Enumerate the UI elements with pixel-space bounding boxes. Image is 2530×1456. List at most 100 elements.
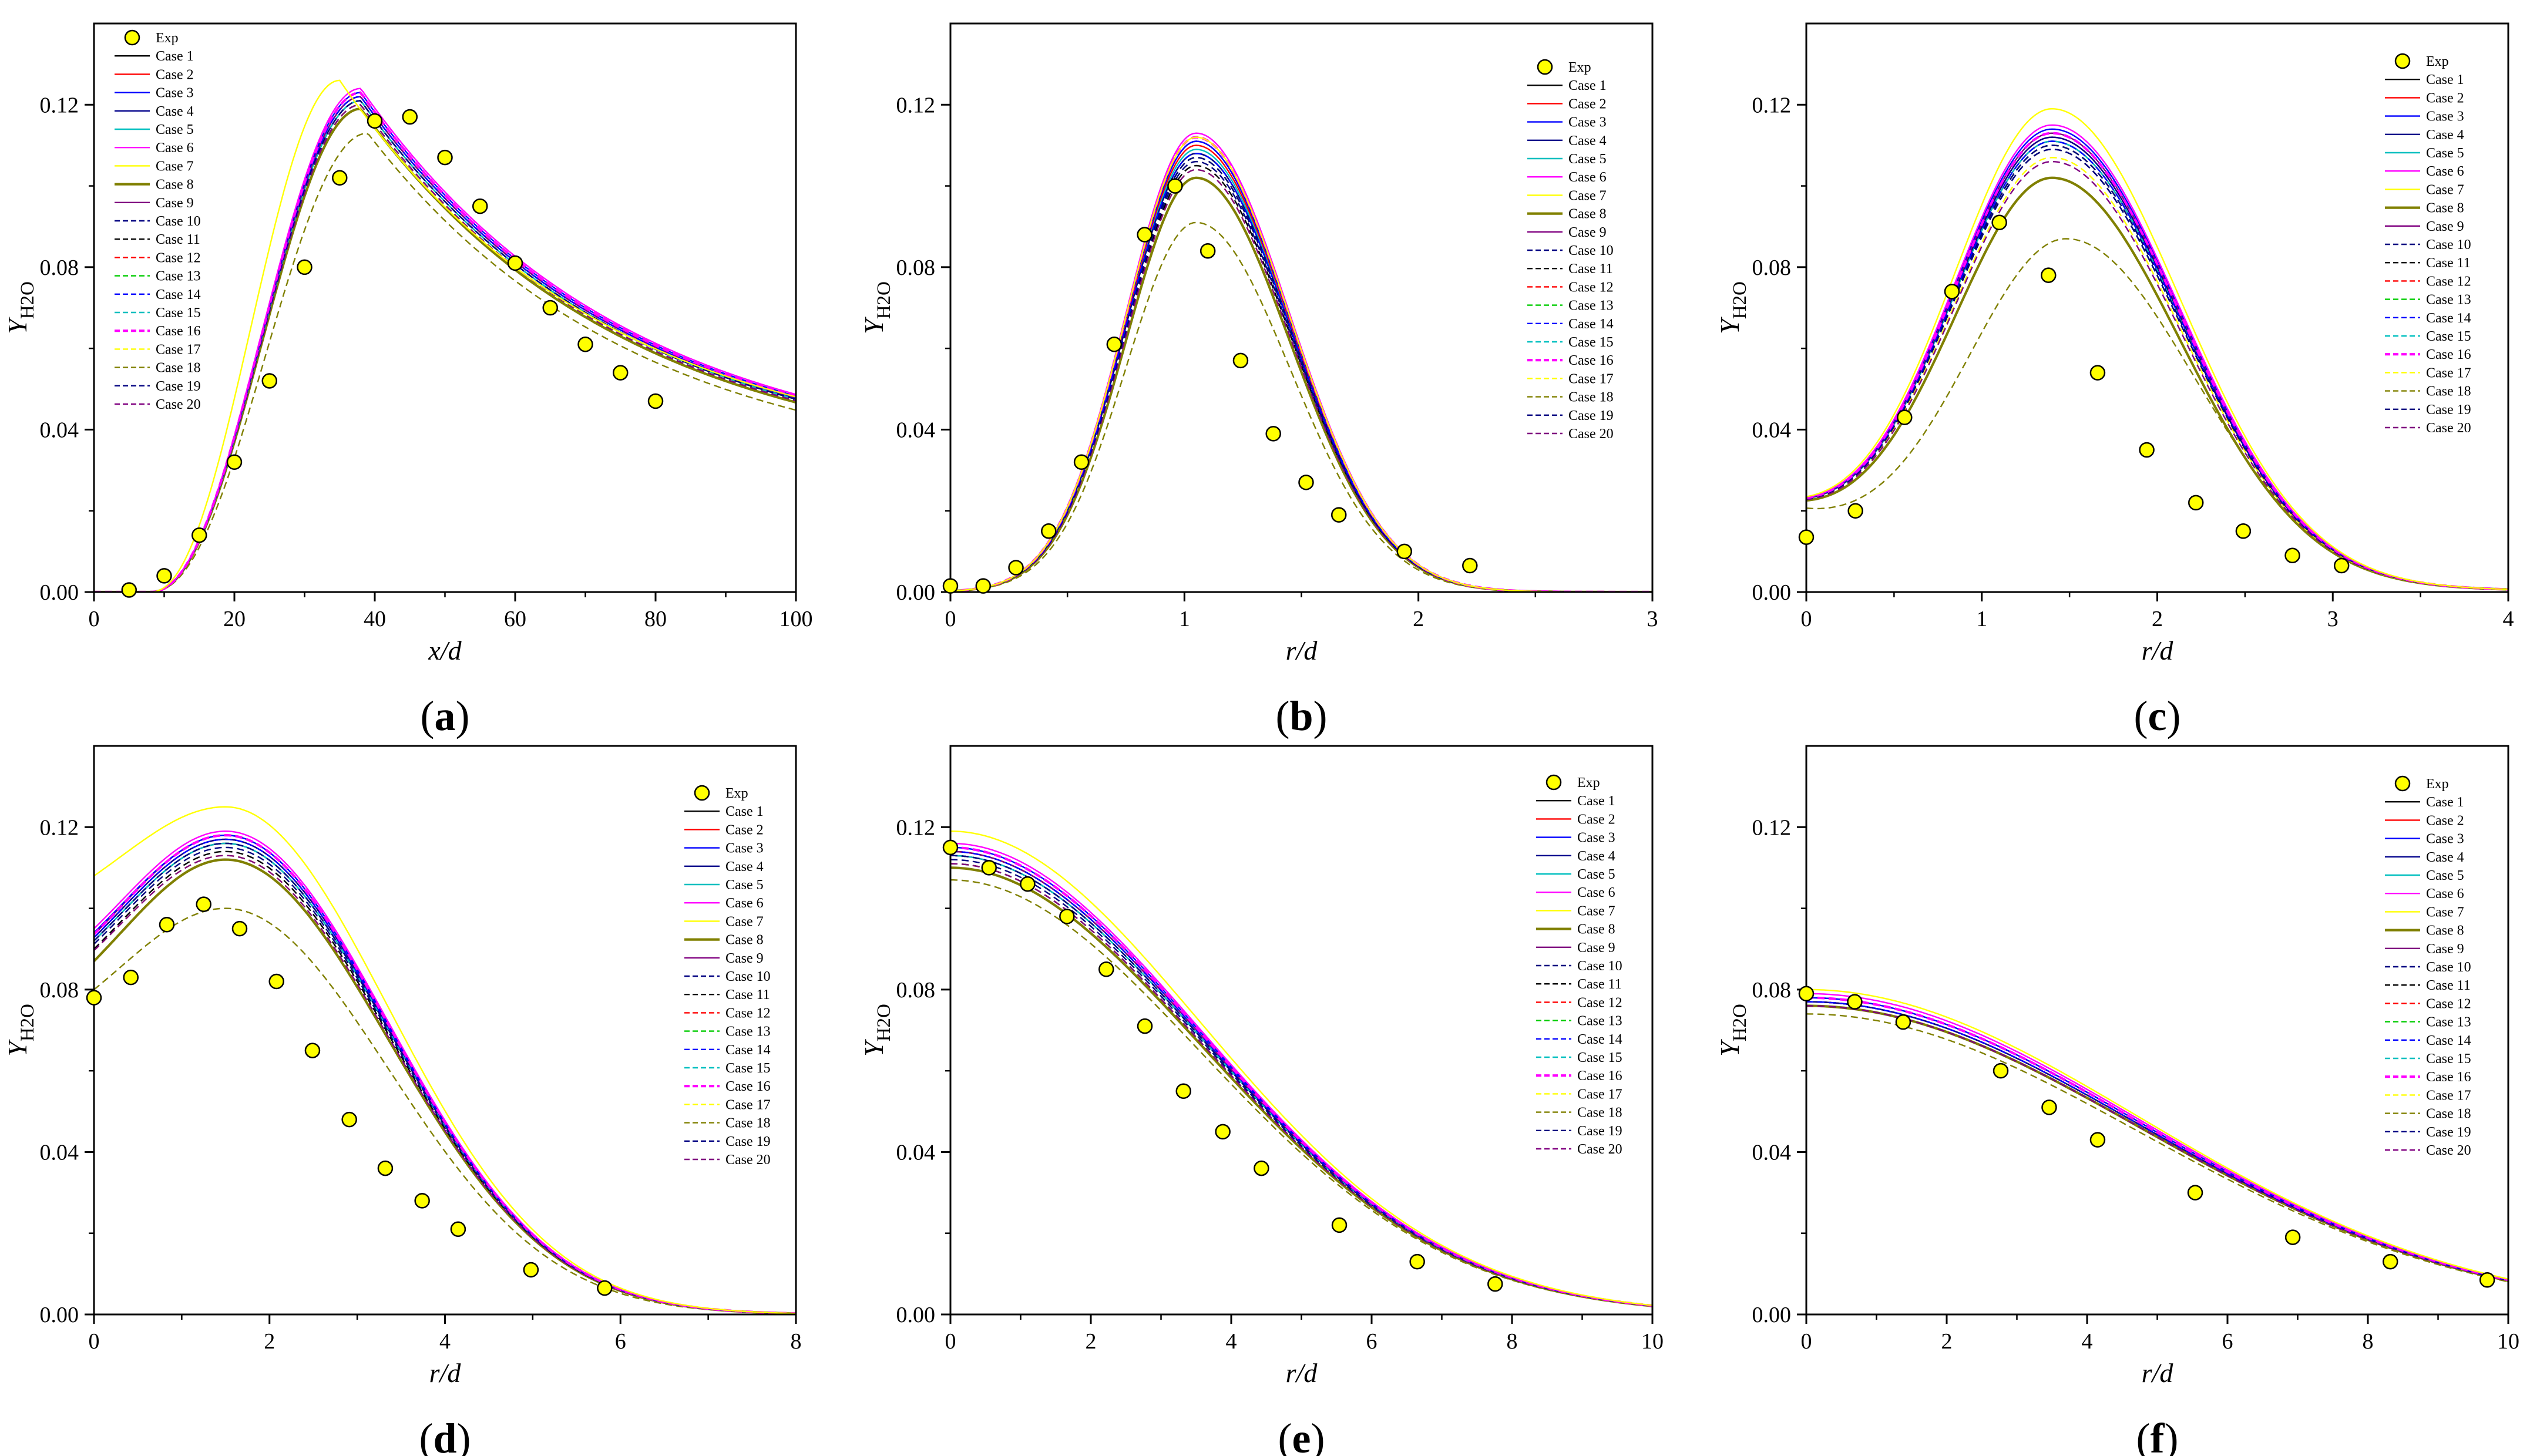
legend-label: Case 4 (725, 859, 764, 875)
y-tick-label: 0.12 (896, 815, 936, 840)
exp-point (1462, 557, 1478, 574)
series-lines (950, 132, 1652, 592)
series-line-case-7 (1806, 988, 2508, 1280)
legend-label: Case 16 (2426, 1070, 2471, 1085)
series-line-case-16 (1806, 132, 2508, 591)
exp-point (1200, 243, 1216, 259)
legend-label: Case 7 (2426, 182, 2464, 197)
y-tick-label: 0.04 (896, 418, 936, 442)
exp-point (226, 454, 243, 470)
legend-label: Case 17 (1568, 371, 1614, 386)
exp-point (1098, 961, 1114, 977)
exp-point (1215, 1124, 1231, 1140)
x-tick-label: 100 (780, 607, 813, 631)
y-tick-label: 0.04 (896, 1140, 936, 1165)
legend: Exp Case 1 Case 2 Case 3 Case 4 Case 5 Case 6 C… (1527, 59, 1614, 442)
legend-label: Case 12 (2426, 274, 2471, 289)
x-tick-label: 0 (1801, 1329, 1812, 1354)
y-tick-label: 0.08 (896, 255, 936, 280)
exp-points (942, 839, 1503, 1292)
legend-label: Exp (2426, 776, 2449, 792)
series-line-case-10 (950, 859, 1652, 1307)
legend-label: Case 16 (2426, 347, 2471, 362)
exp-point (1330, 507, 1347, 523)
exp-point (1059, 909, 1075, 924)
legend-label: Exp (1568, 60, 1591, 75)
series-line-case-11 (94, 850, 796, 1314)
x-tick-label: 2 (2152, 607, 2163, 631)
legend-label: Case 20 (1568, 426, 1614, 442)
legend-label: Case 6 (725, 896, 764, 911)
legend-label: Case 15 (725, 1061, 771, 1076)
legend: Exp Case 1 Case 2 Case 3 Case 4 Case 5 Case 6 C… (2385, 53, 2471, 436)
y-tick-label: 0.12 (40, 93, 79, 117)
y-axis-label: YH2O (1715, 1004, 1750, 1057)
series-line-case-17 (1806, 156, 2508, 590)
series-line-case-13 (1806, 1001, 2508, 1282)
x-tick-label: 0 (1801, 607, 1812, 631)
series-line-case-15 (950, 855, 1652, 1307)
legend-label: Case 19 (1568, 408, 1614, 423)
exp-point (542, 300, 558, 316)
exp-point (1847, 994, 1863, 1010)
y-tick-label: 0.00 (1752, 1303, 1792, 1327)
legend-label: Case 5 (2426, 868, 2464, 883)
plot-frame (93, 745, 797, 1316)
x-tick-label: 8 (2363, 1329, 2374, 1354)
exp-point (523, 1262, 539, 1278)
plot-frame (949, 22, 1654, 593)
exp-points (1798, 986, 2495, 1288)
exp-point (981, 860, 997, 876)
exp-point (332, 170, 348, 186)
x-tick-label: 4 (1226, 1329, 1237, 1354)
legend-label: Case 2 (725, 822, 764, 838)
exp-point (1265, 426, 1281, 442)
legend-label: Exp (1577, 775, 1600, 791)
exp-point (2139, 442, 2155, 458)
y-tick-label: 0.08 (40, 978, 79, 1003)
x-tick-label: 0 (945, 1329, 956, 1354)
exp-point (437, 149, 453, 166)
x-axis-label: r/d (429, 1358, 462, 1388)
legend-label: Case 14 (2426, 1033, 2471, 1048)
series-line-case-2 (1806, 136, 2508, 590)
series-line-case-13 (1806, 144, 2508, 590)
legend-label: Case 13 (1568, 298, 1614, 314)
legend-label: Case 8 (2426, 201, 2464, 216)
x-tick-label: 2 (1941, 1329, 1953, 1354)
x-tick-label: 60 (504, 607, 526, 631)
legend-label: Case 12 (156, 250, 201, 265)
legend-label: Case 8 (156, 177, 194, 193)
legend-label: Case 19 (156, 379, 201, 394)
legend-label: Case 16 (1568, 353, 1614, 368)
exp-point (1073, 454, 1090, 470)
legend-label: Case 13 (2426, 292, 2471, 308)
legend-label: Exp (156, 31, 179, 46)
legend-label: Case 15 (2426, 329, 2471, 344)
series-line-case-13 (94, 842, 796, 1314)
plot-frame (1805, 745, 2509, 1316)
legend-label: Case 5 (156, 122, 194, 137)
legend-label: Case 18 (2426, 384, 2471, 399)
legend-label: Exp (2426, 54, 2449, 69)
x-tick-label: 6 (615, 1329, 626, 1354)
series-line-case-5 (950, 855, 1652, 1307)
x-axis-label: r/d (2142, 635, 2174, 665)
exp-point (1895, 1014, 1911, 1030)
legend-marker-exp (1545, 774, 1562, 791)
exp-point (1254, 1160, 1269, 1176)
series-line-case-19 (950, 855, 1652, 1307)
legend-label: Case 7 (2426, 904, 2464, 920)
legend-label: Case 13 (2426, 1015, 2471, 1030)
series-line-case-2 (950, 850, 1652, 1307)
series-lines (950, 830, 1652, 1307)
y-axis-label: YH2O (2, 1004, 38, 1057)
x-tick-label: 4 (2503, 607, 2514, 631)
exp-point (1798, 529, 1815, 545)
series-line-case-12 (1806, 1001, 2508, 1282)
series-line-case-14 (1806, 1001, 2508, 1282)
series-line-case-12 (94, 842, 796, 1314)
legend-label: Case 17 (1577, 1087, 1622, 1102)
exp-point (450, 1221, 466, 1238)
panel-c: 0 1 2 3 4 0.00 0.04 0.08 0.12 r/d YH2O (c) Exp Case 1… (1715, 22, 2514, 739)
